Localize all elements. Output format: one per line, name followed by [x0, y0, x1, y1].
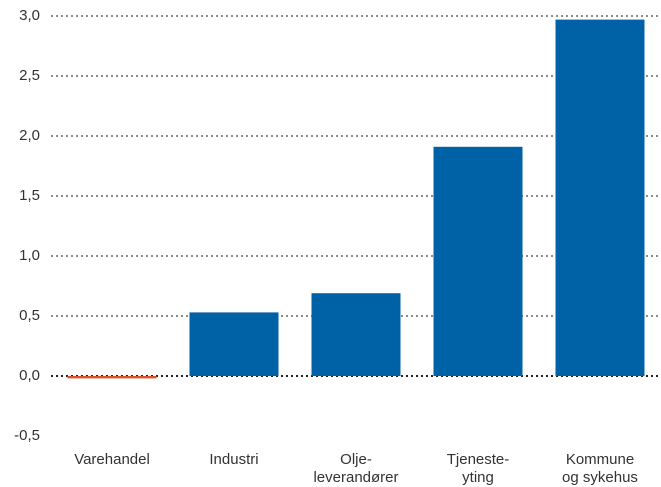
- x-tick-label: Varehandel: [74, 451, 150, 468]
- y-tick-label: 3,0: [19, 7, 40, 24]
- x-tick-label: Tjeneste- yting: [446, 451, 510, 486]
- y-tick-label: 0,5: [19, 307, 40, 324]
- x-tick-label: Industri: [209, 451, 259, 468]
- y-tick-label: -0,5: [14, 427, 40, 444]
- bar: [189, 312, 279, 376]
- y-tick-label: 0,0: [19, 367, 40, 384]
- y-tick-label: 1,0: [19, 247, 40, 264]
- bar: [433, 146, 523, 376]
- x-tick-label: Kommune og sykehus: [562, 451, 638, 486]
- y-tick-label: 2,5: [19, 67, 40, 84]
- y-tick-label: 1,5: [19, 187, 40, 204]
- x-tick-label: Olje- leverandører: [313, 451, 399, 486]
- y-tick-label: 2,0: [19, 127, 40, 144]
- bar: [67, 376, 157, 379]
- bar: [311, 293, 401, 376]
- bar: [555, 19, 645, 376]
